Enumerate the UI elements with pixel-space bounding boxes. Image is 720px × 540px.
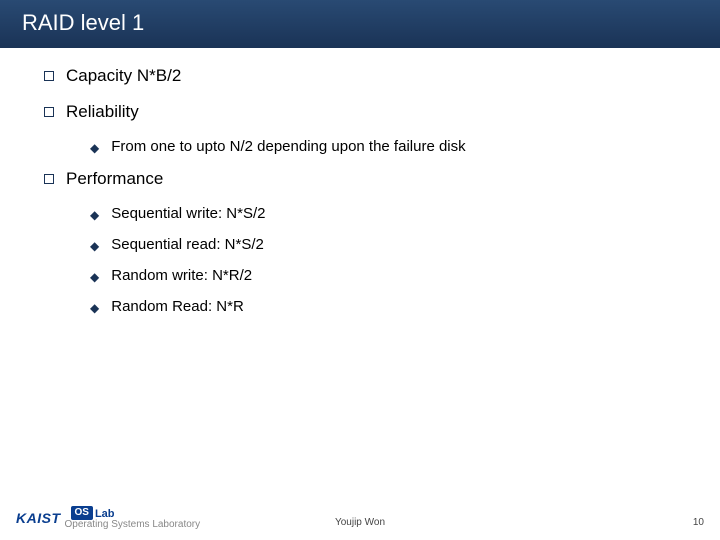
diamond-bullet-icon: ◆ — [90, 141, 99, 155]
bullet-level1: Capacity N*B/2 — [44, 66, 692, 86]
bullet-level2: ◆ Sequential read: N*S/2 — [90, 236, 692, 253]
bullet-text: Performance — [66, 169, 163, 189]
slide: RAID level 1 Capacity N*B/2 Reliability … — [0, 0, 720, 540]
title-band: RAID level 1 — [0, 0, 720, 48]
sub-bullet-group: ◆ Sequential write: N*S/2 ◆ Sequential r… — [90, 205, 692, 315]
bullet-level2: ◆ From one to upto N/2 depending upon th… — [90, 138, 692, 155]
bullet-text: From one to upto N/2 depending upon the … — [111, 138, 465, 155]
diamond-bullet-icon: ◆ — [90, 239, 99, 253]
diamond-bullet-icon: ◆ — [90, 270, 99, 284]
bullet-text: Sequential read: N*S/2 — [111, 236, 264, 253]
slide-body: Capacity N*B/2 Reliability ◆ From one to… — [0, 48, 720, 540]
bullet-text: Random Read: N*R — [111, 298, 244, 315]
diamond-bullet-icon: ◆ — [90, 301, 99, 315]
bullet-level2: ◆ Sequential write: N*S/2 — [90, 205, 692, 222]
slide-title: RAID level 1 — [22, 10, 698, 36]
bullet-level1: Performance — [44, 169, 692, 189]
footer-page-number: 10 — [693, 517, 704, 528]
bullet-text: Capacity N*B/2 — [66, 66, 181, 86]
bullet-level2: ◆ Random write: N*R/2 — [90, 267, 692, 284]
bullet-level1: Reliability — [44, 102, 692, 122]
bullet-text: Reliability — [66, 102, 139, 122]
bullet-level2: ◆ Random Read: N*R — [90, 298, 692, 315]
footer-author: Youjip Won — [0, 517, 720, 528]
bullet-text: Random write: N*R/2 — [111, 267, 252, 284]
square-bullet-icon — [44, 107, 54, 117]
slide-footer: KAIST OS Lab Operating Systems Laborator… — [0, 502, 720, 540]
sub-bullet-group: ◆ From one to upto N/2 depending upon th… — [90, 138, 692, 155]
square-bullet-icon — [44, 71, 54, 81]
bullet-text: Sequential write: N*S/2 — [111, 205, 265, 222]
square-bullet-icon — [44, 174, 54, 184]
diamond-bullet-icon: ◆ — [90, 208, 99, 222]
